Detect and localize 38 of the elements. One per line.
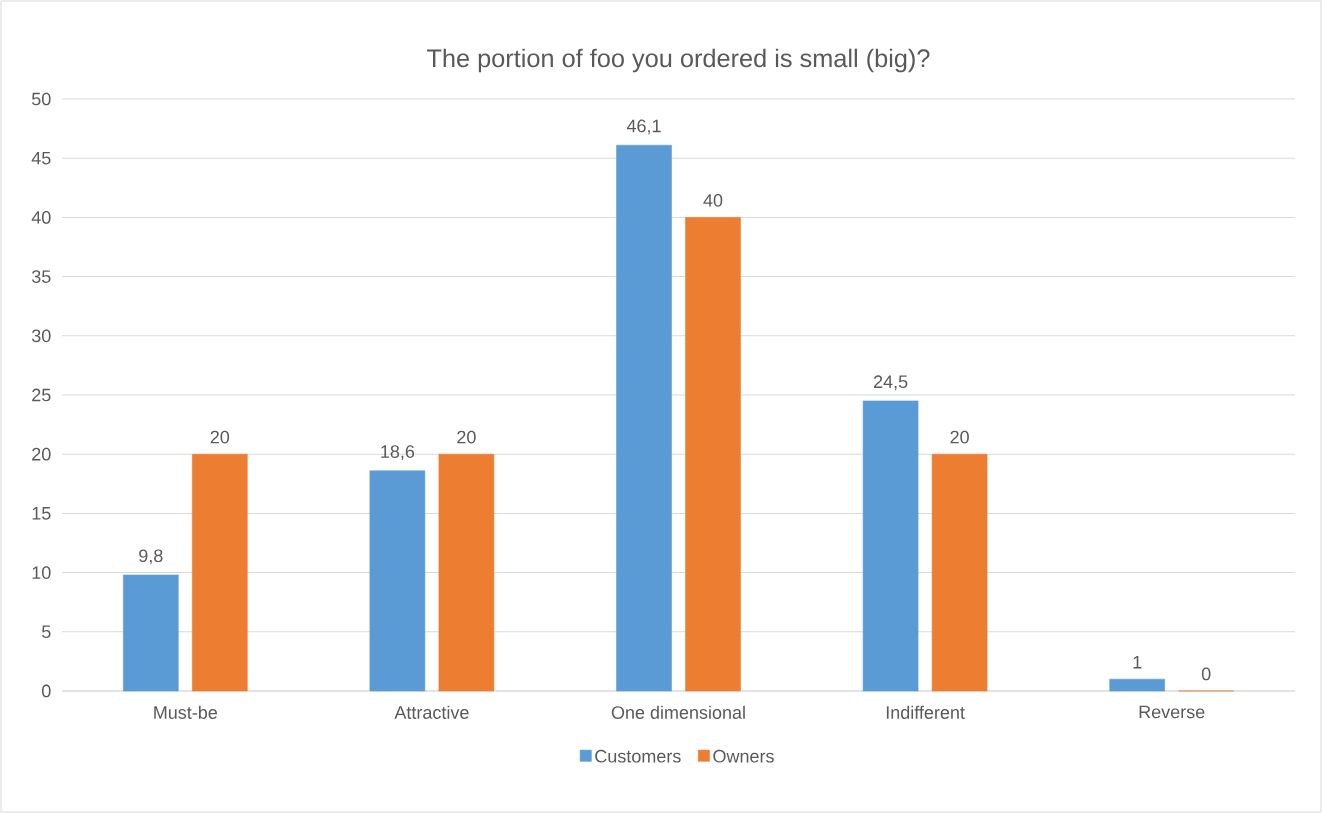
y-tick-label: 20 — [32, 447, 51, 461]
data-label: 18,6 — [381, 445, 415, 461]
data-label: 20 — [457, 430, 476, 444]
x-tick-label: Must-be — [154, 705, 218, 719]
bar — [1109, 678, 1165, 692]
y-tick-label: 45 — [31, 151, 51, 165]
y-tick-label: 30 — [31, 329, 51, 343]
legend-label: Owners — [713, 749, 774, 763]
y-tick-label: 50 — [31, 92, 51, 106]
chart-title: The portion of foo you ordered is small (big)? — [427, 48, 930, 73]
data-label: 9,8 — [139, 549, 163, 565]
bar — [685, 217, 741, 692]
x-tick-label: Reverse — [1139, 705, 1205, 719]
y-tick-label: 25 — [32, 388, 51, 402]
y-tick-label: 35 — [31, 270, 51, 283]
bar — [931, 453, 988, 692]
bar — [616, 144, 672, 692]
data-label: 0 — [1201, 667, 1211, 681]
data-label: 1 — [1133, 656, 1142, 669]
bar — [862, 400, 919, 692]
data-label: 20 — [950, 430, 969, 444]
y-tick-label: 15 — [32, 507, 51, 520]
legend-label: Customers — [595, 749, 681, 763]
bar — [192, 453, 248, 692]
y-tick-label: 0 — [42, 684, 51, 698]
bar — [438, 453, 495, 692]
y-tick-label: 40 — [31, 211, 51, 224]
data-label: 40 — [703, 193, 723, 207]
x-tick-label: One dimensional — [611, 705, 745, 719]
x-tick-label: Indifferent — [886, 705, 965, 719]
bar — [123, 574, 179, 692]
x-tick-label: Attractive — [394, 705, 469, 719]
y-tick-label: 10 — [32, 566, 51, 579]
bar — [369, 470, 426, 692]
y-tick-label: 5 — [42, 625, 51, 639]
data-label: 20 — [210, 430, 230, 444]
data-label: 46,1 — [626, 119, 661, 135]
data-label: 24,5 — [873, 375, 908, 391]
